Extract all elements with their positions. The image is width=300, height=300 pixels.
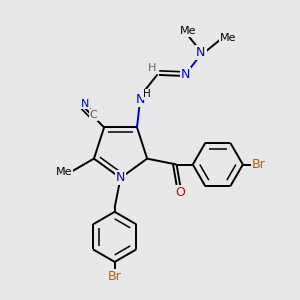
Text: Br: Br <box>108 270 122 283</box>
Text: Me: Me <box>180 26 197 36</box>
Text: C: C <box>89 110 97 120</box>
Text: Me: Me <box>220 33 236 43</box>
Text: N: N <box>116 172 125 184</box>
Text: Me: Me <box>56 167 72 177</box>
Text: N: N <box>135 93 145 106</box>
Text: N: N <box>181 68 190 81</box>
Text: N: N <box>196 46 206 59</box>
Text: O: O <box>175 186 185 199</box>
Text: H: H <box>142 89 150 99</box>
Text: N: N <box>81 99 89 109</box>
Text: Br: Br <box>252 158 266 171</box>
Text: H: H <box>148 63 157 73</box>
